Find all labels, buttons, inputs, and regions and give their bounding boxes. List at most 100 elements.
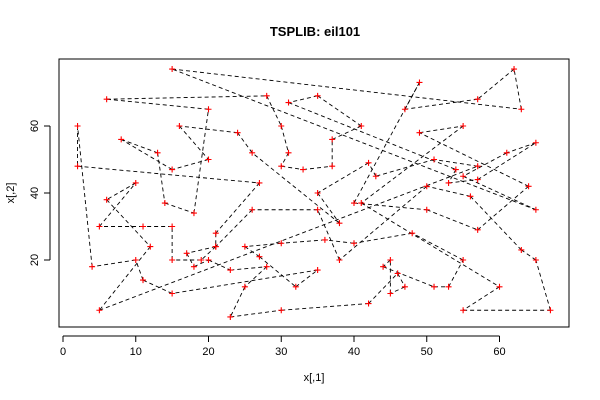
city-point (336, 257, 343, 263)
tour-segment (521, 249, 537, 261)
city-point (445, 283, 452, 290)
tour-segment (535, 259, 551, 311)
city-point (365, 300, 372, 307)
x-tick-label: 40 (348, 346, 360, 358)
tour-segment (171, 68, 537, 211)
city-point (474, 96, 481, 103)
x-tick-label: 10 (130, 346, 142, 358)
city-point (401, 283, 408, 290)
tour-segment (164, 202, 195, 214)
city-point (358, 200, 365, 207)
city-point (96, 223, 103, 230)
x-tick-label: 0 (60, 346, 66, 358)
city-point (321, 236, 328, 243)
city-point (503, 149, 510, 156)
city-point (431, 283, 438, 290)
city-point (140, 277, 147, 284)
city-point (401, 106, 408, 113)
city-point (205, 106, 212, 113)
chart-title: TSPLIB: eil101 (270, 24, 360, 39)
city-point (314, 190, 321, 196)
tour-segment (317, 95, 362, 127)
city-point (147, 243, 154, 250)
tour-segment (288, 95, 318, 103)
city-point (249, 206, 256, 213)
tour-segment (375, 159, 435, 177)
tour-segment (324, 239, 355, 244)
city-point (387, 290, 394, 297)
city-point (314, 267, 321, 274)
city-point (423, 206, 430, 213)
city-point (132, 179, 139, 186)
tour-segment (121, 138, 158, 154)
tour-segment (77, 165, 260, 184)
tour-segment (281, 239, 325, 244)
tour-segment (251, 152, 340, 224)
tour-segment (120, 139, 173, 170)
tour-segment (448, 169, 457, 184)
city-point (525, 183, 532, 190)
city-point (96, 307, 103, 314)
tour-segment (477, 142, 537, 180)
city-point (423, 183, 430, 190)
tour-segment (77, 125, 93, 267)
city-point (336, 220, 343, 227)
y-tick-label: 40 (29, 187, 41, 199)
city-point (511, 66, 518, 73)
tour-segment (317, 209, 340, 261)
city-point (547, 307, 554, 314)
city-point (118, 136, 125, 143)
tour-segment (215, 182, 260, 234)
tour-segment (317, 162, 369, 194)
tour-segment (462, 286, 500, 311)
city-point (394, 270, 401, 277)
city-point (460, 257, 467, 263)
tour-segment (295, 269, 318, 288)
tour-segment (106, 199, 151, 247)
city-point (329, 136, 336, 143)
city-point (387, 257, 394, 263)
tour-segment (404, 98, 478, 110)
city-point (103, 196, 110, 203)
tour-segment (477, 185, 529, 231)
city-point (416, 79, 423, 86)
tour-segment (419, 125, 464, 134)
city-point (351, 200, 357, 207)
city-point (532, 257, 539, 263)
city-point (263, 92, 270, 99)
tour-segment (106, 182, 136, 201)
city-point (234, 129, 241, 136)
city-point (132, 257, 139, 263)
city-point (169, 66, 176, 73)
tour-path-layer (77, 68, 551, 318)
tour-segment (331, 125, 362, 140)
tour-segment (382, 266, 435, 288)
city-point (518, 246, 525, 253)
city-point (431, 156, 438, 163)
city-point (227, 313, 234, 320)
city-point (161, 200, 168, 207)
city-point (190, 263, 197, 270)
x-tick-label: 60 (493, 346, 505, 358)
tour-segment (179, 125, 238, 134)
tour-segment (411, 232, 464, 261)
city-point (460, 173, 467, 180)
city-point (212, 243, 219, 250)
tour-segment (513, 68, 522, 110)
city-point (416, 129, 423, 136)
city-point (74, 123, 81, 129)
tour-segment (142, 279, 173, 294)
city-point (74, 163, 81, 170)
city-point (169, 223, 176, 230)
city-point (474, 163, 481, 170)
city-point (198, 257, 205, 263)
city-point (285, 99, 292, 106)
tour-segment (172, 159, 209, 170)
city-point (140, 223, 147, 230)
tour-segment (244, 242, 282, 248)
city-point (89, 263, 96, 270)
city-point (169, 166, 176, 173)
tour-segment (172, 68, 522, 110)
tour-segment (280, 152, 289, 167)
city-point (445, 179, 452, 186)
